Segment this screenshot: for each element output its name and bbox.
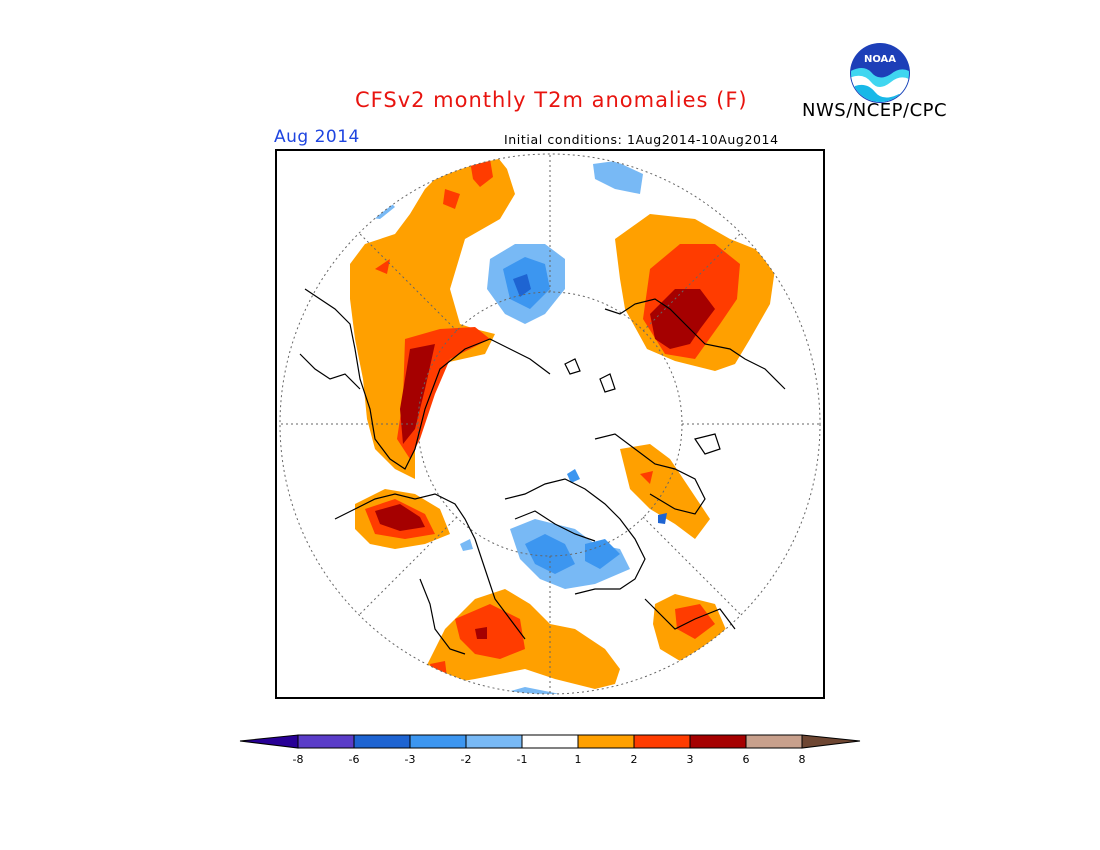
colorbar-label: -8: [293, 753, 304, 766]
anomaly-shading: [350, 154, 820, 694]
colorbar-label: 3: [687, 753, 694, 766]
very-hot-region-russia: [400, 344, 435, 444]
colorbar-bin: [689, 734, 747, 749]
meridian-lines: [280, 154, 820, 694]
cold-spot-alaska: [658, 513, 667, 524]
agency-label: NWS/NCEP/CPC: [802, 100, 948, 121]
initial-conditions: Initial conditions: 1Aug2014-10Aug2014: [504, 132, 779, 147]
colorbar-bin: [633, 734, 691, 749]
colorbar-label: 6: [743, 753, 750, 766]
forecast-month: Aug 2014: [274, 127, 360, 147]
colorbar: -8 -6 -3 -2 -1 1 2 3 6 8: [239, 734, 861, 766]
outer-latitude-circle: [279, 153, 821, 695]
coastlines: [299, 288, 786, 655]
colorbar-label: 1: [575, 753, 582, 766]
colorbar-label: -6: [349, 753, 360, 766]
very-hot-region-siberia: [650, 289, 715, 349]
colorbar-label: -3: [405, 753, 416, 766]
colorbar-label: 2: [631, 753, 638, 766]
colorbar-label: -1: [517, 753, 528, 766]
noaa-logo: NOAA: [850, 43, 910, 103]
noaa-logo-text: NOAA: [864, 54, 896, 65]
warm-region-alaska: [620, 444, 710, 539]
cold-core-central-siberia: [513, 274, 531, 297]
warm-region-russia: [350, 154, 515, 479]
chart-title: CFSv2 monthly T2m anomalies (F): [355, 88, 748, 112]
cold-region-north-pacific: [593, 161, 643, 194]
colorbar-label: 8: [799, 753, 806, 766]
polar-anomaly-map: [275, 149, 825, 699]
colorbar-bin: [577, 734, 635, 749]
very-hot-region-europe: [375, 504, 425, 531]
colorbar-bin: [353, 734, 411, 749]
colorbar-arrow-low: [239, 734, 299, 749]
colorbar-bin: [745, 734, 803, 749]
colorbar-label: -2: [461, 753, 472, 766]
colorbar-bin: [465, 734, 523, 749]
colorbar-bin: [521, 734, 579, 749]
colorbar-bin: [297, 734, 355, 749]
colorbar-arrow-high: [801, 734, 861, 749]
hot-region-africa: [455, 604, 525, 659]
colorbar-bin: [409, 734, 467, 749]
